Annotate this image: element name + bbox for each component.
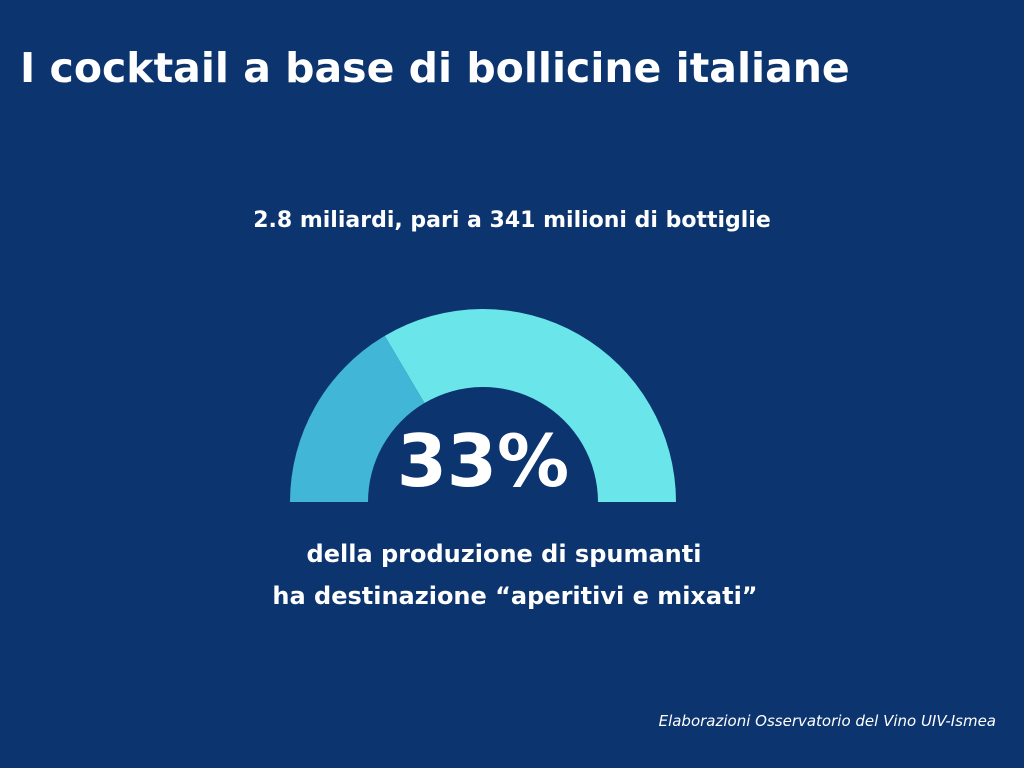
caption-line-1: della produzione di spumanti: [306, 540, 702, 568]
gauge-highlight-segment: [290, 335, 425, 502]
chart-subtitle: 2.8 miliardi, pari a 341 milioni di bott…: [253, 208, 771, 233]
gauge-remainder-segment: [384, 309, 676, 502]
gauge-value-label: 33%: [397, 419, 569, 503]
page-title: I cocktail a base di bollicine italiane: [20, 44, 850, 92]
source-note: Elaborazioni Osservatorio del Vino UIV-I…: [658, 712, 996, 730]
caption-line-2: ha destinazione “aperitivi e mixati”: [272, 582, 758, 610]
